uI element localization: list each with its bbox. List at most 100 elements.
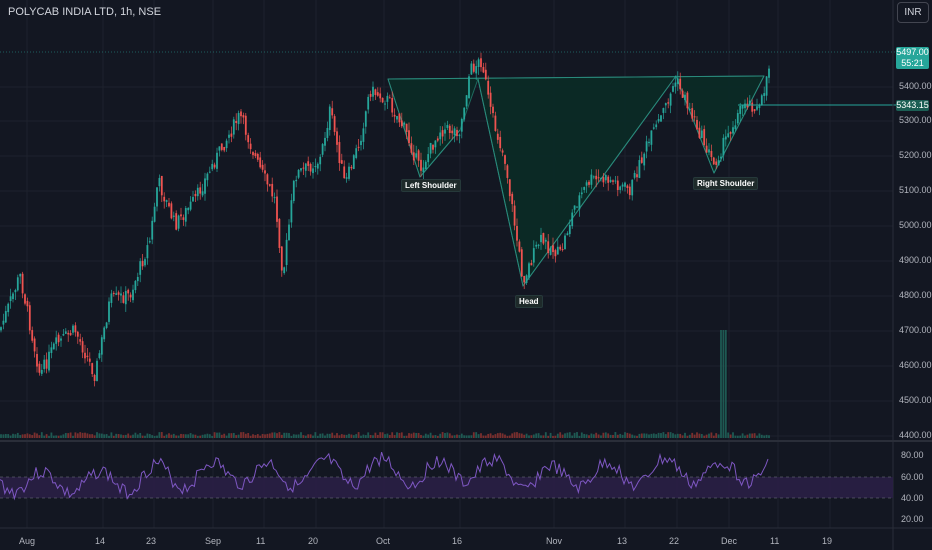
candle-body <box>655 124 658 128</box>
volume-bar <box>182 434 185 438</box>
candle-body <box>537 244 540 246</box>
volume-bar <box>554 435 557 438</box>
candle-body <box>283 267 286 274</box>
volume-bar <box>189 433 192 438</box>
candle-body <box>220 143 223 150</box>
volume-bar <box>184 434 187 438</box>
volume-bar <box>48 435 50 438</box>
right-shoulder-label[interactable]: Right Shoulder <box>693 177 759 190</box>
candle-body <box>674 82 677 87</box>
volume-bar <box>278 432 281 438</box>
volume-bar <box>187 434 190 438</box>
candle-body <box>732 127 734 134</box>
rsi-axis-label: 40.00 <box>901 493 924 503</box>
candle-body <box>398 113 401 123</box>
volume-bar <box>626 432 629 438</box>
price-axis-label: 4700.00 <box>899 325 932 335</box>
candle-body <box>21 273 24 294</box>
volume-bar <box>492 435 494 438</box>
volume-bar <box>588 435 590 438</box>
volume-bar <box>494 434 497 438</box>
volume-bar <box>384 434 386 438</box>
volume-bar <box>67 433 70 438</box>
volume-bar <box>590 433 593 438</box>
candle-body <box>463 107 466 120</box>
left-shoulder-label[interactable]: Left Shoulder <box>401 179 461 192</box>
candle-body <box>460 118 463 132</box>
candle-body <box>652 127 655 129</box>
candle-body <box>271 183 274 197</box>
candle-body <box>237 112 240 125</box>
candle-body <box>753 109 756 112</box>
currency-button[interactable]: INR <box>897 2 929 23</box>
volume-bar <box>657 432 660 438</box>
volume-bar <box>720 330 722 438</box>
price-axis-label: 4600.00 <box>899 360 932 370</box>
volume-bar <box>40 432 43 438</box>
volume-bar <box>544 432 547 438</box>
volume-bar <box>338 435 341 438</box>
candle-body <box>240 111 242 117</box>
volume-bar <box>93 435 96 438</box>
volume-bar <box>604 432 607 438</box>
volume-bar <box>446 432 449 438</box>
candle-body <box>376 92 379 96</box>
volume-bar <box>79 432 82 438</box>
volume-bar <box>312 435 314 438</box>
candle-body <box>518 241 521 252</box>
candle-body <box>228 134 230 138</box>
volume-bar <box>21 434 24 438</box>
volume-bar <box>436 435 439 438</box>
volume-bar <box>249 435 252 438</box>
time-axis-label: 23 <box>146 536 157 546</box>
volume-bar <box>194 434 197 438</box>
volume-bar <box>304 435 307 438</box>
candle-body <box>530 262 533 266</box>
candle-body <box>182 217 185 220</box>
candle-body <box>559 246 562 250</box>
candle-body <box>741 105 744 109</box>
volume-bar <box>410 433 413 438</box>
candle-body <box>314 166 317 168</box>
volume-bar <box>153 435 156 438</box>
volume-bar <box>732 432 734 438</box>
level-price-tag[interactable]: 5343.15 <box>896 100 929 111</box>
volume-bar <box>508 435 511 438</box>
candle-body <box>441 130 444 137</box>
candle-body <box>439 132 442 140</box>
volume-bar <box>542 435 545 438</box>
candle-body <box>300 168 302 171</box>
candle-body <box>110 293 113 303</box>
neckline[interactable] <box>387 75 765 80</box>
volume-bar <box>420 434 422 438</box>
volume-bar <box>748 433 751 438</box>
volume-bar <box>172 433 175 438</box>
candle-body <box>302 167 305 169</box>
volume-bar <box>530 435 533 438</box>
candle-body <box>516 225 518 241</box>
candle-body <box>640 157 643 163</box>
volume-bar <box>256 434 259 438</box>
head-label[interactable]: Head <box>515 295 543 308</box>
volume-bar <box>648 434 650 438</box>
volume-bar <box>62 434 65 438</box>
candle-body <box>62 334 65 336</box>
volume-bar <box>74 432 77 438</box>
volume-bar <box>652 433 655 438</box>
volume-bar <box>676 433 679 438</box>
volume-bar <box>518 433 521 438</box>
candle-body <box>715 161 718 165</box>
volume-bar <box>98 433 101 438</box>
candle-body <box>580 192 583 195</box>
rsi-band <box>0 477 893 498</box>
volume-bar <box>292 434 295 438</box>
volume-bar <box>523 434 526 438</box>
volume-bar <box>379 432 382 438</box>
volume-bar <box>727 432 730 438</box>
candle-body <box>379 93 382 99</box>
candle-body <box>619 186 622 190</box>
symbol-title[interactable]: POLYCAB INDIA LTD, 1h, NSE <box>8 6 162 18</box>
volume-bar <box>465 435 468 438</box>
volume-bar <box>369 435 372 438</box>
